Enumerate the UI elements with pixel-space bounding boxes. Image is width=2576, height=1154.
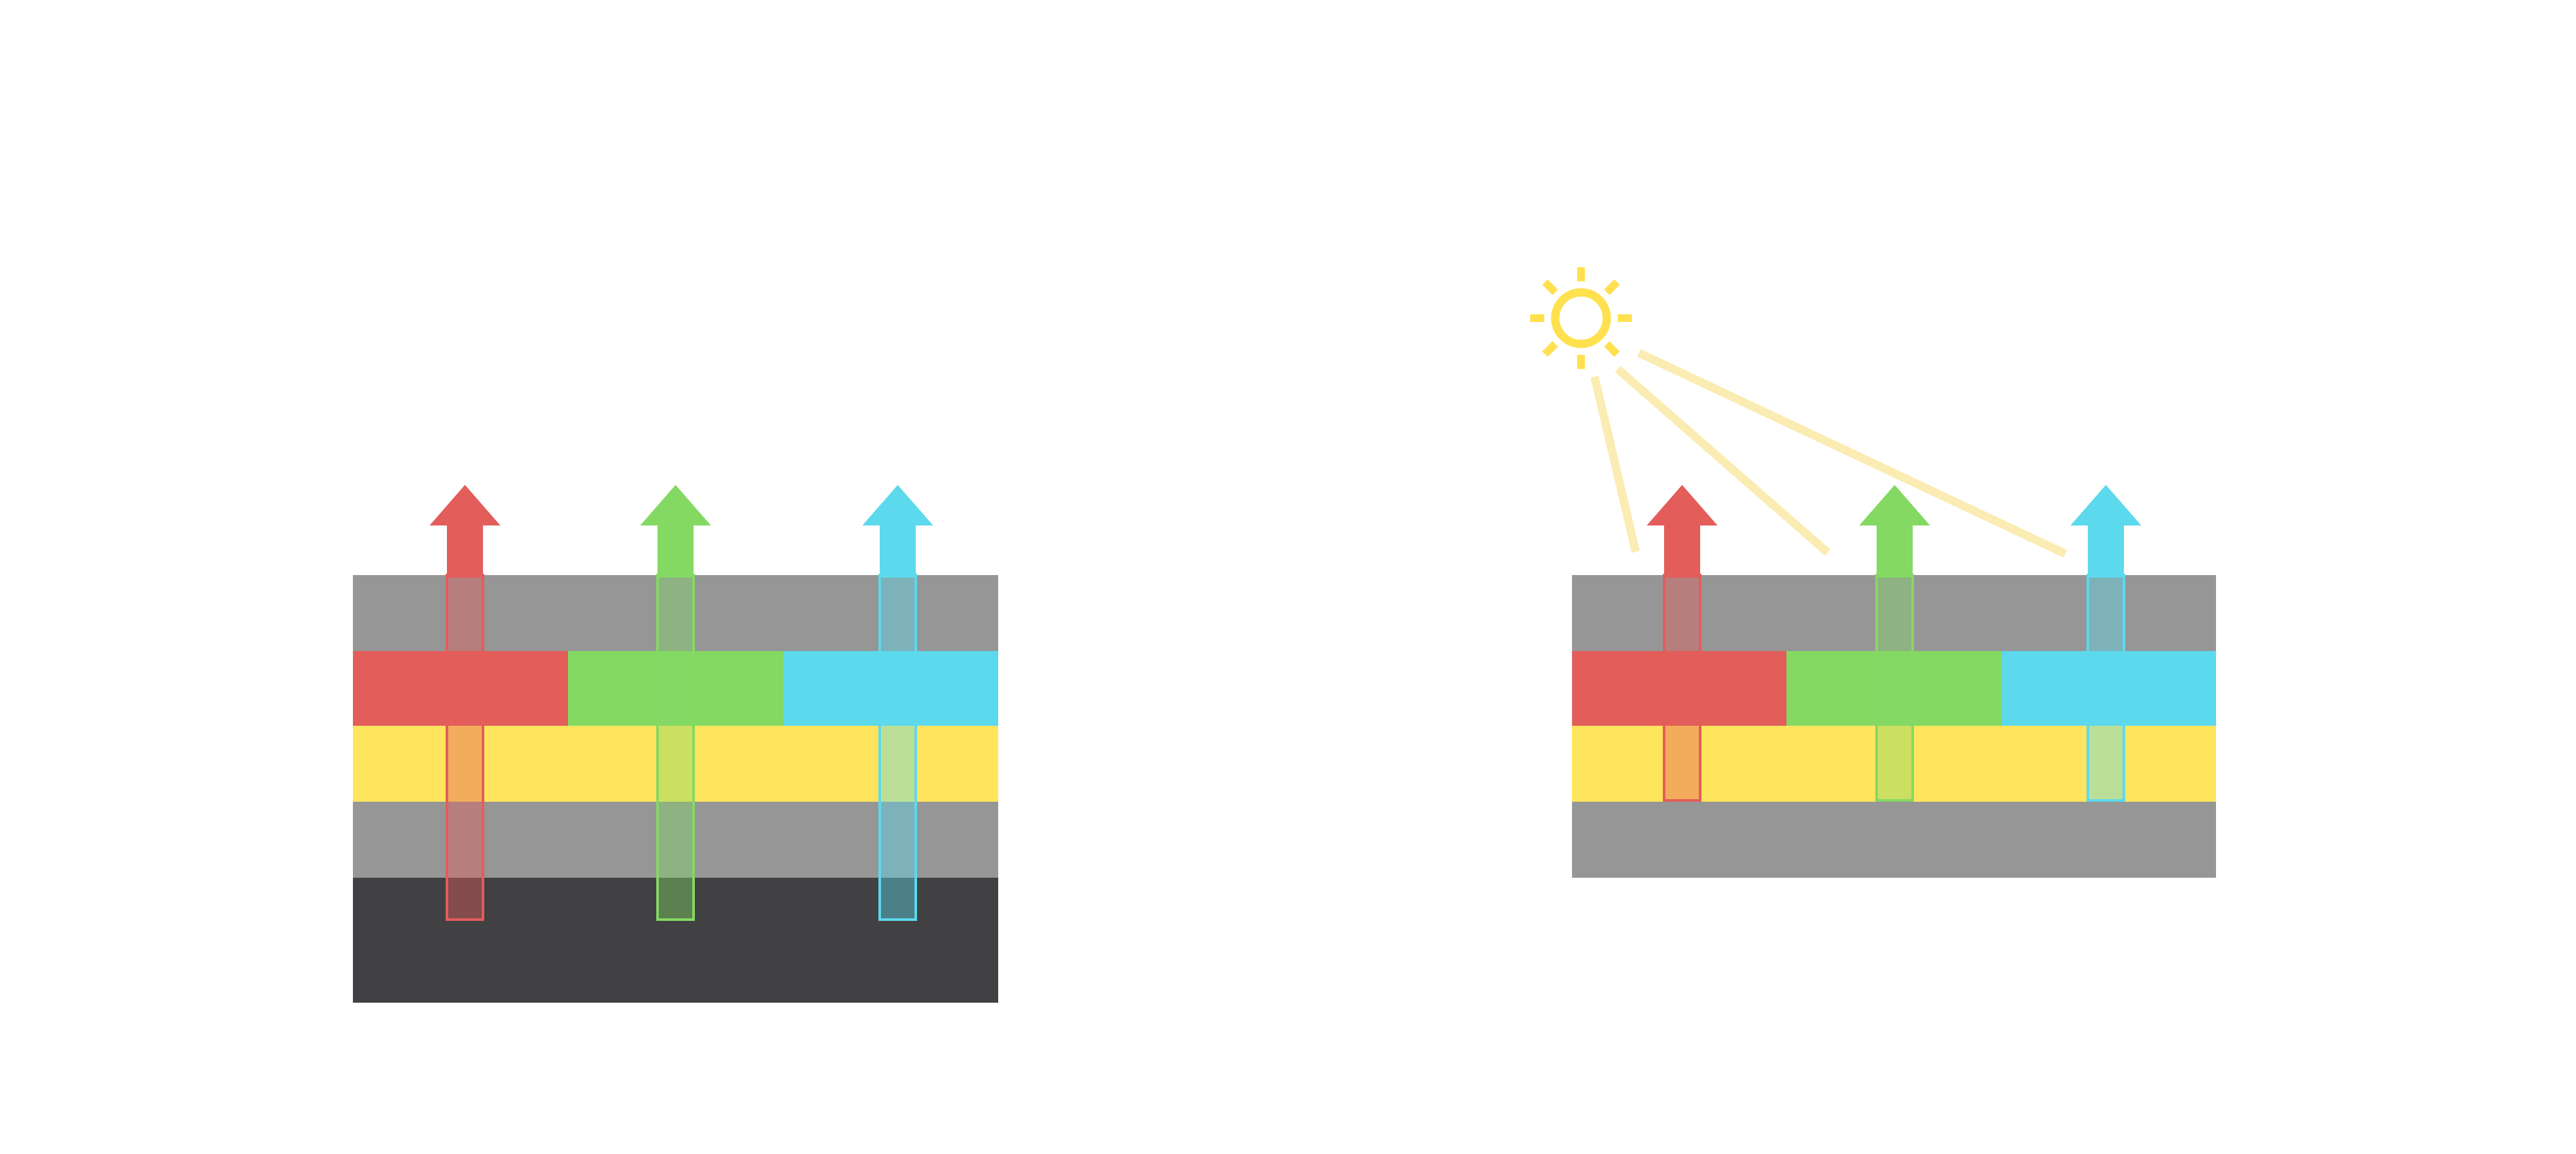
right-green-arrow-head — [1859, 485, 1930, 525]
left-green-arrow-shaft-solid — [658, 522, 694, 578]
right-blue-arrow-shaft-translucent — [2087, 574, 2125, 802]
right-blue-arrow-shaft-solid — [2088, 522, 2124, 578]
left-blue-arrow-shaft-translucent — [878, 574, 917, 921]
right-blue-arrow-head — [2070, 485, 2141, 525]
left-green-light-arrow — [640, 485, 711, 921]
right-blue-light-arrow — [2070, 485, 2141, 802]
right-green-subpixel — [1786, 651, 2002, 726]
left-yellow-layer — [353, 726, 998, 802]
right-red-arrow-shaft-solid — [1664, 522, 1700, 578]
right-yellow-layer — [1572, 726, 2216, 802]
right-red-subpixel — [1572, 651, 1786, 726]
right-red-light-arrow — [1647, 485, 1718, 802]
left-red-arrow-shaft-translucent — [446, 574, 484, 921]
sun-rays — [1590, 349, 2067, 558]
right-green-arrow-shaft-translucent — [1875, 574, 1914, 802]
left-green-subpixel — [568, 651, 783, 726]
left-red-arrow-head — [430, 485, 500, 525]
sun-tick-se — [1604, 341, 1620, 357]
sun-tick-sw — [1542, 341, 1558, 357]
left-green-arrow-shaft-translucent — [656, 574, 695, 921]
left-blue-light-arrow — [862, 485, 933, 921]
right-red-arrow-shaft-translucent — [1663, 574, 1701, 802]
right-bottom-gray-layer — [1572, 802, 2216, 878]
right-green-light-arrow — [1859, 485, 1930, 802]
sun-disc-outline — [1551, 288, 1611, 348]
left-blue-arrow-head — [862, 485, 933, 525]
left-green-arrow-head — [640, 485, 711, 525]
right-stack — [1572, 575, 2216, 878]
left-blue-subpixel — [783, 651, 998, 726]
right-red-arrow-head — [1647, 485, 1718, 525]
left-stack — [353, 575, 998, 1003]
left-bottom-gray-layer — [353, 802, 998, 878]
left-blue-arrow-shaft-solid — [880, 522, 916, 578]
sun-ray-right — [1637, 349, 2067, 558]
sun-tick-nw — [1542, 279, 1558, 296]
sun-tick-ne — [1604, 279, 1620, 296]
sun-ray-middle — [1615, 366, 1831, 556]
sun-tick-rays — [1530, 267, 1632, 369]
left-red-arrow-shaft-solid — [447, 522, 483, 578]
sun-ray-left — [1590, 375, 1640, 553]
left-top-gray-layer — [353, 575, 998, 651]
right-top-gray-layer — [1572, 575, 2216, 651]
right-blue-subpixel — [2002, 651, 2216, 726]
sun-icon — [1530, 267, 1632, 369]
right-green-arrow-shaft-solid — [1877, 522, 1913, 578]
left-dark-backlight-layer — [353, 878, 998, 1003]
left-red-light-arrow — [430, 485, 500, 921]
left-red-subpixel — [353, 651, 568, 726]
